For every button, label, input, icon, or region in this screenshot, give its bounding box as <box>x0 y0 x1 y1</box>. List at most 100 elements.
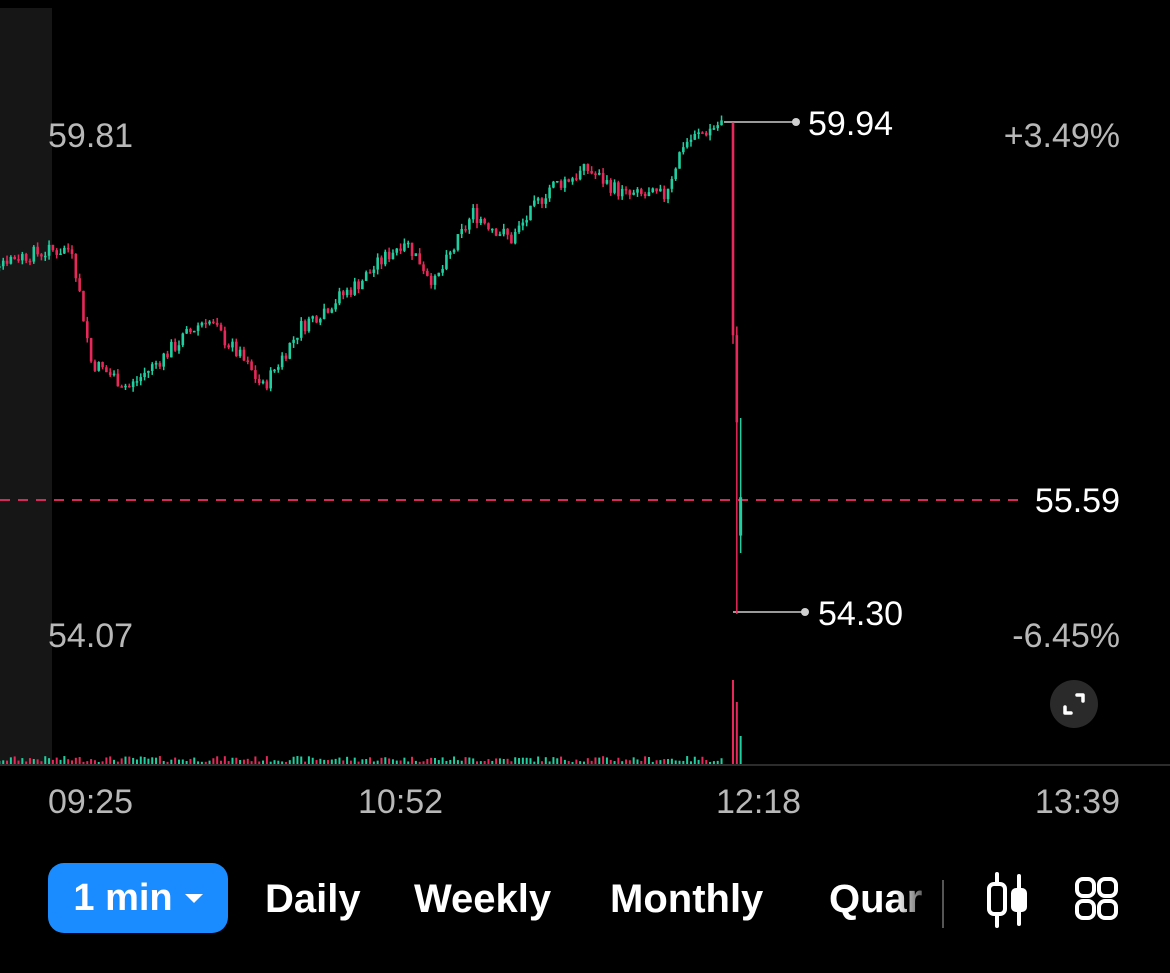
candle-body <box>597 172 601 175</box>
candle-body <box>620 188 624 197</box>
volume-bar <box>93 760 96 764</box>
candle-body <box>498 234 502 236</box>
candle-body <box>5 260 9 264</box>
volume-bar <box>372 761 375 764</box>
volume-bar <box>567 760 570 764</box>
volume-bar <box>158 756 161 764</box>
indicators-button[interactable] <box>1072 874 1124 926</box>
interval-label: 1 min <box>73 876 173 919</box>
candle-body <box>326 308 330 313</box>
volume-bar <box>644 756 647 764</box>
candle-body <box>319 318 322 323</box>
candle-body <box>670 179 674 189</box>
candle-body <box>586 164 590 171</box>
candle-body <box>678 152 681 169</box>
candle-body <box>196 325 200 331</box>
candle-body <box>605 180 609 184</box>
volume-bar <box>502 758 505 764</box>
candle-body <box>682 147 685 153</box>
candle-body <box>234 341 238 357</box>
candle-body <box>299 321 303 338</box>
volume-bar <box>571 761 574 764</box>
volume-bar <box>667 759 670 764</box>
volume-bar <box>246 758 249 764</box>
candle-body <box>43 255 47 258</box>
volume-bar <box>506 758 509 764</box>
interval-dropdown[interactable]: 1 min <box>48 863 228 933</box>
volume-bar <box>529 758 532 764</box>
candle-body <box>517 225 521 233</box>
volume-bar <box>326 760 329 764</box>
candle-body <box>418 253 421 265</box>
volume-bar <box>300 756 303 764</box>
candle-body <box>540 198 544 204</box>
volume-bar <box>582 761 585 764</box>
tab-monthly[interactable]: Monthly <box>610 877 764 921</box>
candle-body <box>124 385 127 388</box>
candle-body <box>105 367 108 373</box>
candle-body <box>636 189 639 193</box>
volume-bar <box>403 757 406 764</box>
candle-body <box>471 208 475 220</box>
candle-body <box>292 339 295 343</box>
volume-bar <box>128 756 131 764</box>
candle-type-button[interactable] <box>982 870 1034 930</box>
volume-bar <box>632 757 635 764</box>
volume-bar <box>689 761 692 764</box>
candle-body <box>128 385 131 388</box>
volume-bar <box>376 760 379 764</box>
expand-button[interactable] <box>1050 680 1098 728</box>
volume-bar <box>418 761 421 764</box>
candle-body <box>345 289 349 296</box>
volume-bar <box>55 757 58 764</box>
tab-daily[interactable]: Daily <box>265 877 361 921</box>
volume-bar <box>498 758 501 764</box>
volume-bar <box>48 758 51 764</box>
volume-bar <box>453 756 456 764</box>
candle-body <box>185 329 188 334</box>
candle-body <box>51 244 55 251</box>
volume-bar <box>709 761 712 764</box>
candles-group <box>0 115 743 614</box>
volume-bar <box>353 757 356 764</box>
candle-body <box>32 246 36 262</box>
candle-body <box>143 372 146 378</box>
volume-bar <box>449 759 452 764</box>
candle-body <box>208 321 211 324</box>
volume-bar <box>147 758 150 764</box>
candle-body <box>307 318 311 332</box>
candle-body <box>693 134 697 140</box>
volume-bar <box>2 760 5 764</box>
candle-body <box>468 219 471 230</box>
grid-icon <box>1075 877 1118 920</box>
volume-bar <box>162 760 165 764</box>
candle-body <box>548 187 551 199</box>
volume-bar <box>617 757 620 764</box>
volume-bar <box>304 761 307 764</box>
candle-body <box>189 329 192 332</box>
volume-bar <box>491 760 494 764</box>
candle-body <box>219 324 223 331</box>
volume-bar <box>640 760 643 764</box>
volume-bar <box>277 760 280 764</box>
candle-body <box>166 353 169 358</box>
volume-bar <box>575 759 578 764</box>
volume-bar <box>464 757 467 764</box>
volume-bar <box>548 761 551 764</box>
volume-bar <box>113 759 116 764</box>
volume-bar <box>693 756 696 764</box>
candle-body <box>322 308 326 319</box>
volume-bar <box>86 761 89 764</box>
volume-bar <box>525 757 528 764</box>
volume-bar <box>659 760 662 764</box>
tab-quarterly[interactable]: Quar <box>829 877 923 921</box>
candle-body <box>17 259 20 261</box>
volume-bar <box>307 756 310 764</box>
pct-label-bottom: -6.45% <box>1012 617 1120 655</box>
tab-weekly[interactable]: Weekly <box>414 877 552 921</box>
volume-bar <box>132 757 135 764</box>
candle-body <box>406 242 410 245</box>
volume-bar <box>388 758 391 764</box>
candle-body <box>490 228 494 231</box>
